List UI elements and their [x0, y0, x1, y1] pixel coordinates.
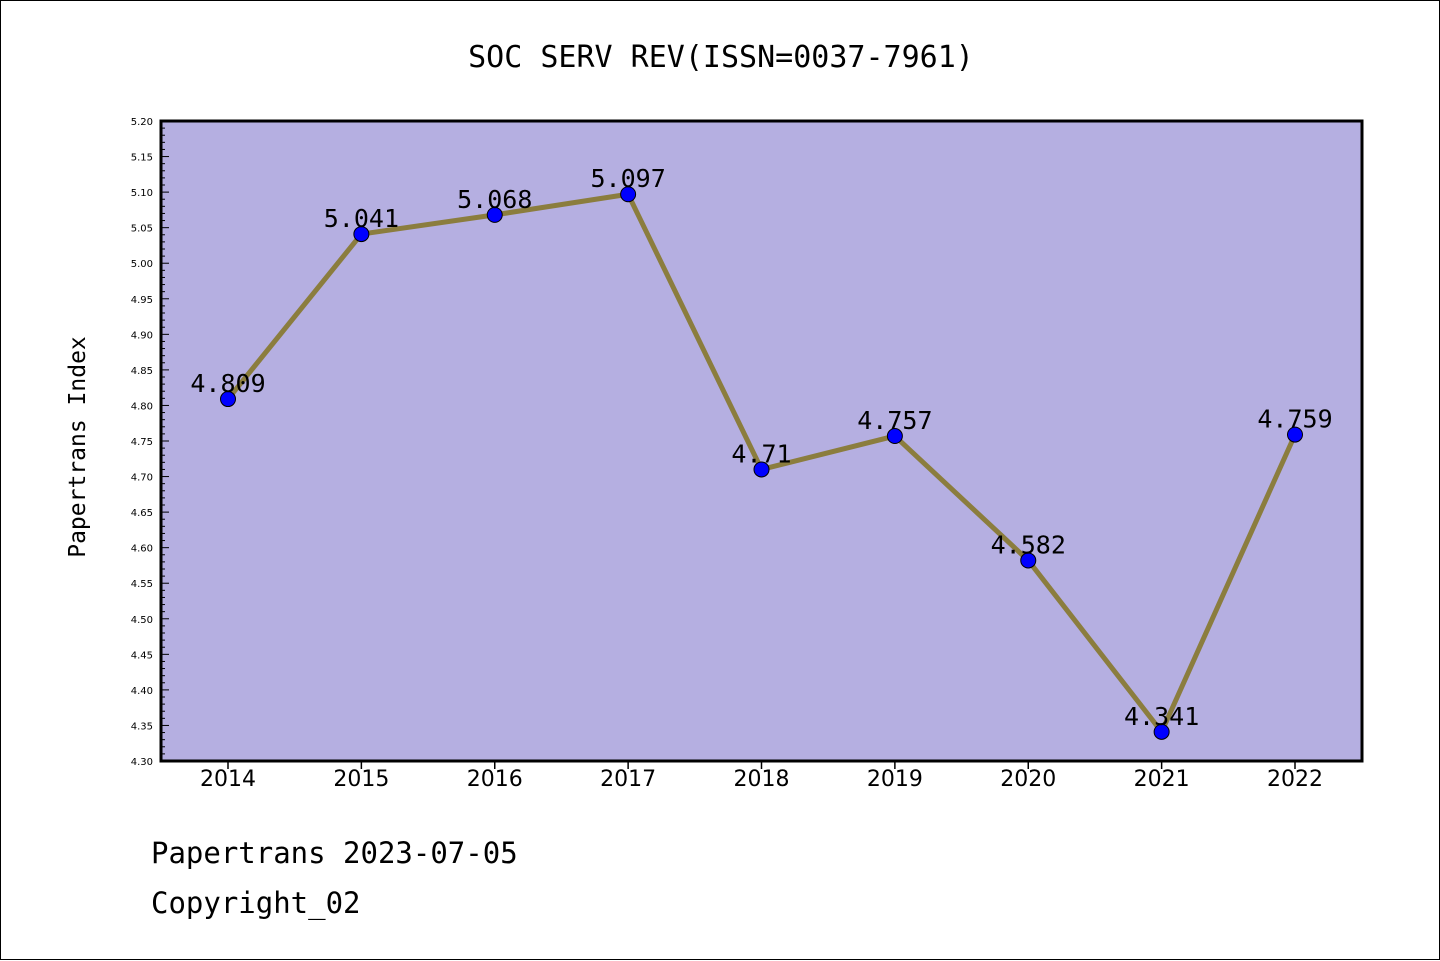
y-axis-label: Papertrans Index: [65, 336, 91, 558]
x-tick-label: 2018: [734, 767, 790, 792]
x-tick-label: 2021: [1134, 767, 1190, 792]
y-tick-label: 4.95: [131, 295, 153, 306]
data-point-marker: [886, 428, 903, 445]
data-point-label: 5.097: [590, 164, 665, 193]
data-point-label: 4.71: [731, 439, 791, 468]
data-point-label: 4.809: [190, 369, 265, 398]
plot-border: [159, 119, 1364, 763]
y-tick-label: 4.65: [131, 508, 153, 519]
y-tick-label: 4.90: [131, 330, 153, 341]
y-tick-label: 4.50: [131, 615, 153, 626]
y-tick-label: 5.00: [131, 259, 153, 270]
x-tick-label: 2015: [333, 767, 389, 792]
data-point-label: 4.757: [857, 406, 932, 435]
data-point-marker: [220, 391, 236, 408]
data-point-label: 4.759: [1257, 405, 1332, 434]
data-point-label: 5.041: [324, 204, 399, 233]
y-tick-label: 4.35: [131, 721, 153, 732]
footer-date-text: Papertrans 2023-07-05: [151, 836, 518, 870]
y-tick-label: 5.10: [131, 188, 153, 199]
data-point-marker: [1153, 723, 1170, 740]
x-tick-label: 2017: [600, 767, 656, 792]
y-tick-label: 5.05: [131, 224, 153, 235]
x-tick-label: 2014: [200, 767, 256, 792]
y-tick-label: 4.40: [131, 686, 153, 697]
data-point-marker: [353, 226, 370, 243]
data-point-marker: [620, 186, 637, 203]
y-tick-label: 4.70: [131, 473, 153, 484]
data-point-marker: [1287, 426, 1303, 443]
y-tick-label: 5.15: [131, 153, 153, 164]
y-tick-label: 4.55: [131, 579, 153, 590]
data-point-label: 4.341: [1124, 702, 1199, 731]
x-axis: 2014 2015 2016 2017 2018 2019 2020 2021 2022: [200, 761, 1323, 792]
y-tick-label: 4.75: [131, 437, 153, 448]
x-tick-label: 2022: [1267, 767, 1323, 792]
y-tick-label: 4.60: [131, 544, 153, 555]
chart-title: SOC SERV REV(ISSN=0037-7961): [468, 40, 974, 75]
y-tick-label: 4.45: [131, 650, 153, 661]
data-point-marker: [753, 461, 770, 478]
footer-copyright-text: Copyright_02: [151, 886, 361, 920]
data-point-marker: [486, 206, 503, 223]
y-tick-label: 4.85: [131, 366, 153, 377]
y-tick-label: 4.80: [131, 401, 153, 412]
y-axis: 4.30 4.35 4.40 4.45 4.50 4.55 4.60 4.65 4.70 4.75…: [131, 117, 169, 768]
x-tick-label: 2020: [1000, 767, 1056, 792]
y-tick-label: 5.20: [131, 117, 153, 128]
series-line-group: 4.809 5.041 5.068 5.097 4.71 4.757 4.582 4.341 4…: [190, 164, 1333, 740]
data-point-label: 4.582: [991, 530, 1066, 559]
x-tick-label: 2019: [867, 767, 923, 792]
data-point-marker: [1020, 552, 1037, 569]
data-point-label: 5.068: [457, 185, 532, 214]
y-tick-label: 4.30: [131, 757, 153, 768]
x-tick-label: 2016: [467, 767, 523, 792]
